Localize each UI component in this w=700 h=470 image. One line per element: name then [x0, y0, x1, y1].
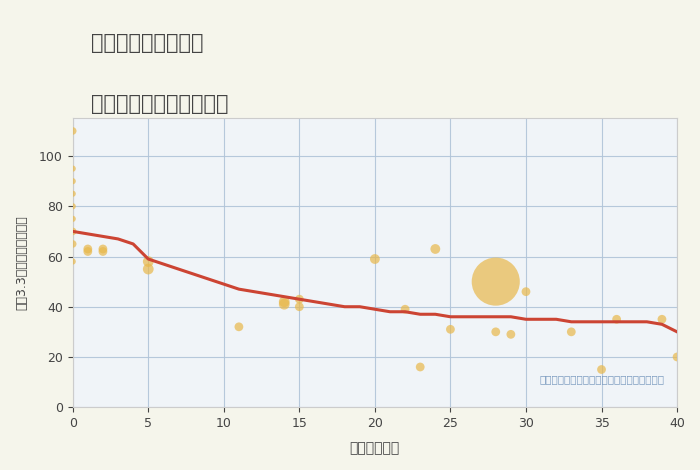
Point [97, 245, 108, 253]
Point [279, 298, 290, 306]
Point [143, 258, 154, 265]
Text: 築年数別中古戸建て価格: 築年数別中古戸建て価格 [91, 94, 228, 114]
Point [657, 315, 668, 323]
Point [67, 165, 78, 172]
Point [67, 215, 78, 223]
Point [505, 330, 517, 338]
Y-axis label: 坪（3.3㎡）単価（万円）: 坪（3.3㎡）単価（万円） [15, 215, 28, 310]
Point [233, 323, 244, 330]
Point [490, 278, 501, 285]
Point [97, 248, 108, 255]
Point [82, 248, 93, 255]
Point [414, 363, 426, 371]
Point [370, 255, 381, 263]
Point [67, 177, 78, 185]
Point [490, 328, 501, 336]
Point [82, 245, 93, 253]
Point [566, 328, 577, 336]
Point [279, 300, 290, 308]
Point [143, 265, 154, 273]
Point [400, 306, 411, 313]
Point [67, 203, 78, 210]
Point [294, 296, 305, 303]
Point [67, 127, 78, 135]
Point [430, 245, 441, 253]
Text: 埼玉県鴻巣市北根の: 埼玉県鴻巣市北根の [91, 33, 204, 53]
Point [520, 288, 531, 296]
X-axis label: 築年数（年）: 築年数（年） [350, 441, 400, 455]
Text: 円の大きさは、取引のあった物件面積を示す: 円の大きさは、取引のあった物件面積を示す [540, 374, 665, 384]
Point [596, 366, 607, 373]
Point [67, 258, 78, 265]
Point [294, 303, 305, 311]
Point [67, 227, 78, 235]
Point [67, 190, 78, 197]
Point [611, 315, 622, 323]
Point [444, 326, 456, 333]
Point [671, 353, 682, 360]
Point [67, 240, 78, 248]
